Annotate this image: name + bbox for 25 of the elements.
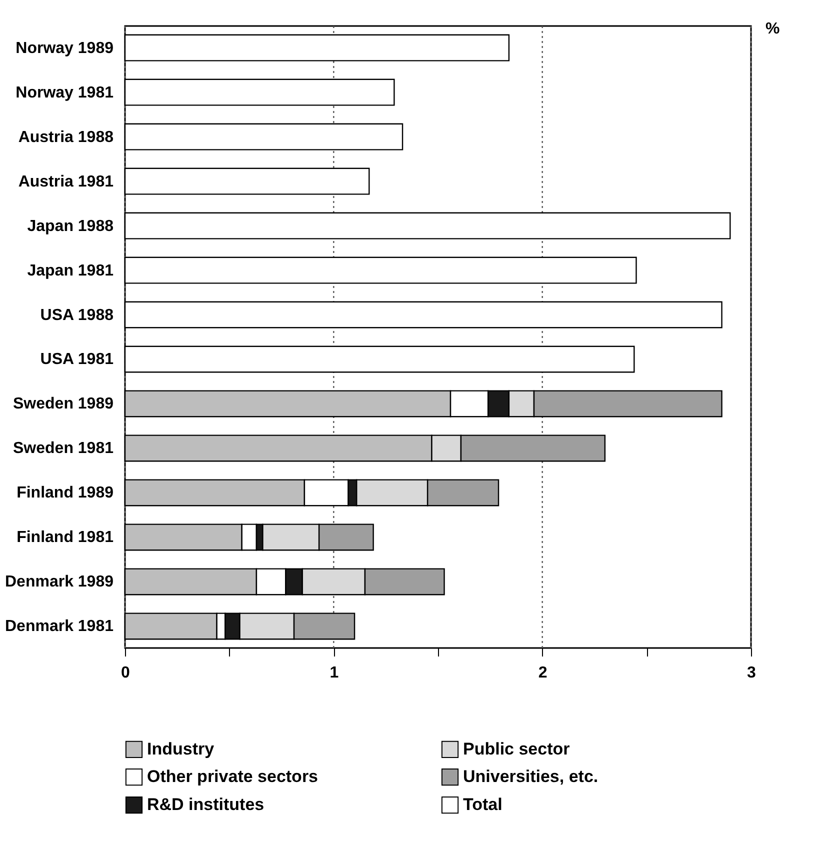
- y-tick-label: Japan 1988: [27, 218, 114, 235]
- legend-label: Industry: [147, 739, 215, 758]
- y-tick-label: Finland 1989: [16, 484, 114, 502]
- legend-label: Public sector: [463, 739, 570, 758]
- y-tick-label: Finland 1981: [16, 529, 114, 546]
- y-tick-label: Denmark 1989: [4, 574, 114, 591]
- y-tick-label: USA 1988: [40, 306, 114, 324]
- legend-label: Total: [463, 795, 502, 814]
- y-tick-label: Austria 1981: [18, 173, 114, 190]
- legend-label: R&D institutes: [147, 795, 264, 814]
- legend-label: Other private sectors: [147, 767, 318, 786]
- y-tick-label: USA 1981: [40, 351, 114, 368]
- legend-label: Universities, etc.: [463, 767, 598, 786]
- y-tick-label: Norway 1989: [16, 40, 114, 57]
- y-tick-label: Sweden 1989: [13, 396, 114, 413]
- y-tick-label: Denmark 1981: [4, 618, 114, 636]
- x-axis-title: %: [766, 20, 780, 38]
- x-tick-label: 3: [747, 664, 756, 682]
- x-tick-label: 2: [538, 664, 548, 682]
- x-tick-label: 1: [330, 664, 339, 682]
- y-tick-label: Austria 1988: [18, 128, 114, 146]
- y-tick-label: Norway 1981: [16, 84, 114, 102]
- y-tick-label: Japan 1981: [27, 262, 114, 280]
- x-tick-label: 0: [121, 664, 130, 682]
- y-tick-label: Sweden 1981: [13, 440, 114, 458]
